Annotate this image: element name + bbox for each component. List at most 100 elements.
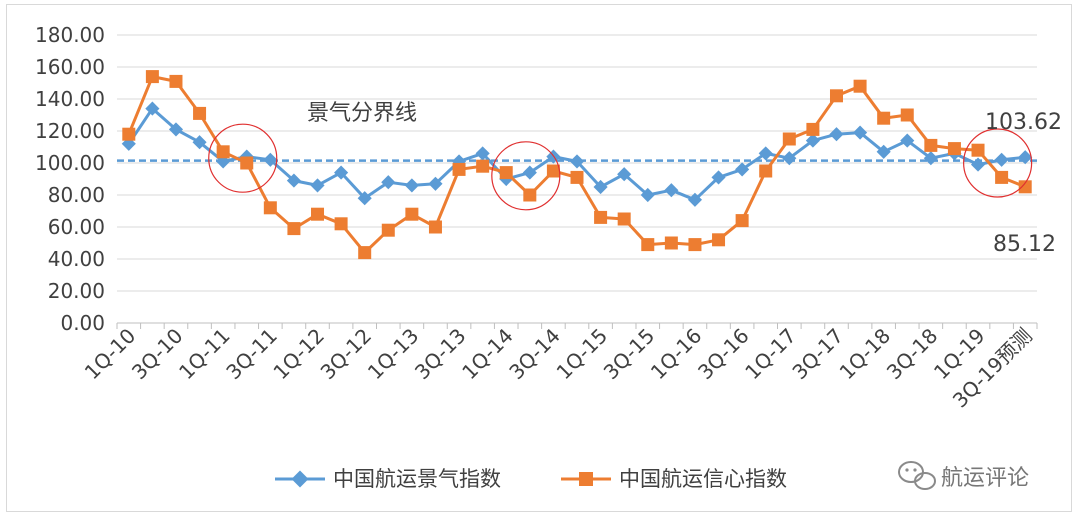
x-tick-label: 1Q-18 <box>835 324 896 385</box>
series-1-point <box>357 191 372 206</box>
series-1-point <box>782 151 797 166</box>
series-1-point <box>994 152 1009 167</box>
series-2-point <box>900 108 914 122</box>
series-1-point <box>923 151 938 166</box>
x-tick-label: 3Q-18 <box>882 324 943 385</box>
x-tick-label: 3Q-12 <box>316 324 377 385</box>
series-1-point <box>853 125 868 140</box>
series-1-point <box>334 165 349 180</box>
line-chart: 0.00 20.00 40.00 60.00 80.00 100.00 120.00 140.… <box>35 23 1062 491</box>
series-1-point <box>711 170 726 185</box>
y-tick-label: 180.00 <box>35 23 105 47</box>
series-2-point <box>476 159 490 173</box>
y-tick-label: 100.00 <box>35 151 105 175</box>
series-2-point <box>594 210 608 224</box>
legend-item-series-2: 中国航运信心指数 <box>561 467 787 491</box>
highlight-circle <box>491 141 561 211</box>
series-line-1 <box>127 107 1026 202</box>
x-tick-label: 3Q-14 <box>504 324 565 385</box>
y-tick-label: 140.00 <box>35 87 105 111</box>
series-2-point <box>216 145 230 159</box>
series-2-point <box>924 138 938 152</box>
series-1-point <box>900 133 915 148</box>
series-1-point <box>428 176 443 191</box>
y-axis-ticks: 0.00 20.00 40.00 60.00 80.00 100.00 120.00 140.… <box>35 23 105 335</box>
series-2-point <box>122 127 136 141</box>
end-label-series-2: 85.12 <box>993 232 1056 257</box>
series-1-point <box>310 178 325 193</box>
series-2-point <box>877 111 891 125</box>
series-2-point <box>712 233 726 247</box>
series-1-point <box>569 154 585 169</box>
legend-item-series-1: 中国航运景气指数 <box>275 467 501 491</box>
x-tick-label: 1Q-16 <box>646 324 707 385</box>
series-2-point <box>1018 180 1032 194</box>
series-2-point <box>829 89 843 103</box>
watermark-text: 航运评论 <box>941 466 1029 491</box>
series-1-point <box>687 192 703 207</box>
series-1-point <box>381 175 396 190</box>
series-1-point <box>593 179 608 195</box>
series-1-point <box>192 135 207 150</box>
series-2-point <box>263 201 277 215</box>
x-tick-label: 1Q-14 <box>457 324 518 385</box>
series-2-point <box>405 207 419 221</box>
series-1-point <box>404 178 419 193</box>
series-1-point <box>640 187 655 203</box>
series-1-point <box>617 167 632 182</box>
series-2-point <box>334 217 348 231</box>
series-2-point <box>428 220 442 234</box>
y-tick-label: 160.00 <box>35 55 105 79</box>
y-tick-label: 0.00 <box>60 311 105 335</box>
chart-container: 0.00 20.00 40.00 60.00 80.00 100.00 120.00 140.… <box>6 4 1072 512</box>
wechat-icon <box>898 461 936 490</box>
series-1-point <box>970 157 986 172</box>
highlight-circle <box>963 128 1033 198</box>
series-2-point <box>570 170 584 184</box>
series-2-point <box>759 164 773 178</box>
legend-label-series-1: 中国航运景气指数 <box>333 467 501 491</box>
end-label-series-1: 103.62 <box>985 110 1062 135</box>
series-1-point <box>263 152 278 167</box>
series-2-point <box>735 214 749 228</box>
x-axis: 1Q-103Q-101Q-113Q-111Q-123Q-121Q-133Q-13… <box>80 322 1038 412</box>
series-1-point <box>805 133 820 148</box>
x-tick-label: 3Q-15 <box>599 324 660 385</box>
x-tick-label: 1Q-11 <box>174 324 235 385</box>
y-tick-label: 20.00 <box>48 279 105 303</box>
y-tick-label: 40.00 <box>48 247 105 271</box>
y-tick-label: 80.00 <box>48 183 105 207</box>
legend-marker-square-icon <box>579 472 593 486</box>
series-2-point <box>995 170 1009 184</box>
legend-label-series-2: 中国航运信心指数 <box>619 467 787 491</box>
series-2-point <box>452 162 466 176</box>
legend-marker-diamond-icon <box>291 470 309 488</box>
series-1-point <box>475 146 490 161</box>
series-2-point <box>947 142 961 156</box>
x-tick-label: 3Q-16 <box>693 324 754 385</box>
series-2-point <box>617 212 631 226</box>
series-2-point <box>287 222 301 236</box>
highlight-circles <box>208 123 1033 211</box>
series-2-point <box>782 132 796 146</box>
series-1-point <box>758 146 773 161</box>
series-1-point <box>735 162 750 177</box>
series-1-point <box>286 173 301 188</box>
y-tick-label: 120.00 <box>35 119 105 143</box>
legend: 中国航运景气指数 中国航运信心指数 <box>275 467 787 491</box>
series-2-point <box>523 188 537 202</box>
series-1-point <box>829 127 844 142</box>
x-tick-label: 1Q-12 <box>268 324 329 385</box>
series-2-point <box>381 223 395 237</box>
series-2-point <box>664 236 678 250</box>
x-tick-label: 3Q-13 <box>410 324 471 385</box>
reference-line-label: 景气分界线 <box>307 101 417 126</box>
series-2-point <box>546 164 560 178</box>
series-2-point <box>358 246 372 260</box>
x-tick-label: 1Q-15 <box>552 324 613 385</box>
series-2-point <box>853 79 867 93</box>
series-2-point <box>311 207 325 221</box>
x-tick-label: 3Q-11 <box>221 324 282 385</box>
series-2-point <box>688 238 702 252</box>
series-2-point <box>169 74 183 88</box>
